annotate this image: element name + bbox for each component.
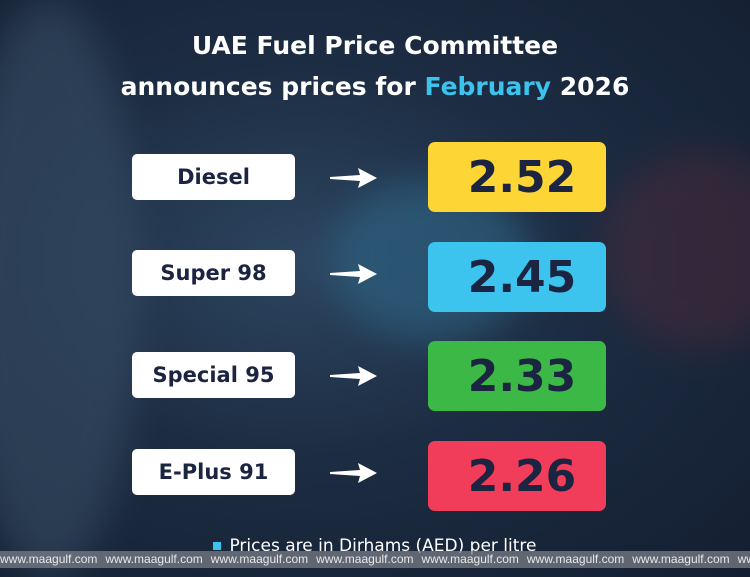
price-box: 2.52 <box>428 142 606 212</box>
watermark-text: www.maagulf.com <box>737 552 750 566</box>
arrow-right-icon <box>330 168 377 188</box>
watermark-text: www.maagulf.com <box>210 552 309 566</box>
arrow-right-icon <box>330 264 377 284</box>
title-line-1: UAE Fuel Price Committee <box>191 31 559 60</box>
price-box: 2.45 <box>428 242 606 312</box>
watermark-text: www.maagulf.com <box>105 552 203 566</box>
arrow-right-icon <box>330 463 377 483</box>
watermark-band: www.maagulf.com www.maagulf.com www.maagul… <box>0 551 750 568</box>
watermark-text: www.maagulf.com <box>0 552 98 566</box>
title-line-2: announces prices for February 2026 <box>0 68 750 106</box>
watermark-text: www.maagulf.com <box>526 552 625 566</box>
fuel-label: Special 95 <box>132 352 295 398</box>
watermark-text: www.maagulf.com <box>316 552 414 566</box>
fuel-label: Diesel <box>132 154 295 200</box>
background-pump <box>0 0 140 577</box>
fuel-label: E-Plus 91 <box>132 449 295 495</box>
bullet-icon <box>213 542 222 550</box>
price-box: 2.26 <box>428 441 606 511</box>
title-prefix: announces prices for <box>120 72 416 101</box>
watermark-text: www.maagulf.com <box>421 552 519 566</box>
title-year: 2026 <box>559 72 630 101</box>
arrow-right-icon <box>330 366 377 386</box>
fuel-label: Super 98 <box>132 250 295 296</box>
watermark-text: www.maagulf.com <box>632 552 730 566</box>
title-month: February <box>424 72 552 101</box>
background-car <box>600 150 750 350</box>
price-box: 2.33 <box>428 341 606 411</box>
